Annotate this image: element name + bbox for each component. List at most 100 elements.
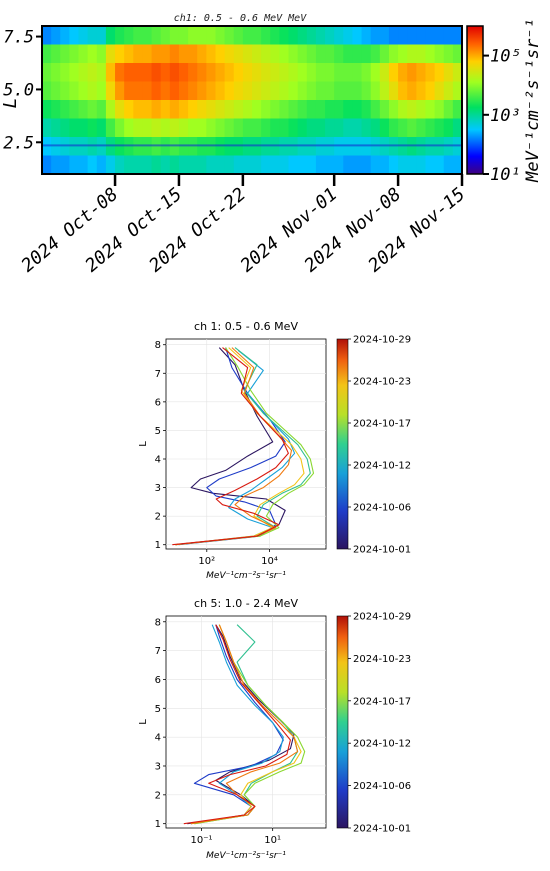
heatmap-cell: [261, 44, 271, 64]
y-tick-label: 1: [155, 819, 161, 830]
profile2-y-ticks: 1 2 3 4 5 6 7 8: [155, 617, 166, 830]
heatmap-cell: [452, 26, 463, 45]
heatmap-cell: [206, 137, 216, 156]
heatmap-cell: [197, 100, 207, 119]
heatmap-cell: [115, 63, 125, 82]
heatmap-cell: [407, 63, 417, 82]
heatmap-cell: [215, 26, 226, 45]
heatmap-cell: [233, 81, 244, 101]
heatmap-cell: [197, 81, 207, 101]
heatmap-cell: [151, 63, 162, 82]
heatmap-cell: [224, 81, 235, 101]
heatmap-cell: [352, 100, 363, 119]
heatmap-cell: [115, 155, 125, 175]
heatmap-cell: [343, 155, 353, 175]
heatmap-cell: [416, 137, 426, 156]
heatmap-y-ticks: 2.5 5.0 7.5: [3, 28, 42, 153]
heatmap-cell: [69, 81, 80, 101]
y-tick-label: 8: [155, 340, 161, 351]
heatmap-cell: [334, 26, 344, 45]
heatmap-cell: [115, 81, 125, 101]
heatmap-cell: [60, 81, 70, 101]
heatmap-cell: [151, 155, 162, 175]
heatmap-cell: [252, 100, 262, 119]
colorbar-tick-label: 2024-10-12: [353, 461, 411, 472]
heatmap-cell: [407, 100, 417, 119]
heatmap-cell: [425, 100, 436, 119]
heatmap-cell: [178, 81, 189, 101]
profile2-title: ch 5: 1.0 - 2.4 MeV: [194, 597, 298, 610]
heatmap-cell: [270, 118, 280, 138]
heatmap-cell: [370, 155, 381, 175]
heatmap-cell: [416, 81, 426, 101]
heatmap-cell: [279, 118, 290, 138]
heatmap-cell: [379, 63, 390, 82]
heatmap-cell: [379, 137, 390, 156]
heatmap-cell: [169, 118, 180, 138]
heatmap-cell: [51, 155, 61, 175]
heatmap-y-axis-label: L: [0, 98, 21, 109]
heatmap-cell: [105, 100, 116, 119]
heatmap-cell: [60, 63, 70, 82]
heatmap-cell: [178, 137, 189, 156]
heatmap-cell: [215, 100, 226, 119]
heatmap-cell: [96, 63, 107, 82]
heatmap-cell: [224, 100, 235, 119]
heatmap-cell: [124, 81, 134, 101]
heatmap-cell: [51, 137, 61, 156]
profile1-y-ticks: 1 2 3 4 5 6 7 8: [155, 340, 166, 551]
heatmap-cell: [87, 100, 98, 119]
heatmap-cell: [343, 26, 353, 45]
heatmap-cell: [78, 44, 89, 64]
heatmap-cell: [443, 81, 454, 101]
heatmap-cell: [105, 26, 116, 45]
heatmap-cell: [87, 44, 98, 64]
y-tick-label: 7: [155, 369, 161, 380]
y-tick-label: 4: [155, 733, 161, 744]
heatmap-cell: [416, 44, 426, 64]
heatmap-cell: [325, 118, 335, 138]
heatmap-cell: [297, 63, 308, 82]
heatmap-cell: [242, 63, 253, 82]
heatmap-cell: [188, 63, 198, 82]
heatmap-cell: [115, 100, 125, 119]
heatmap-cell: [160, 81, 171, 101]
heatmap-cells: [42, 26, 463, 175]
heatmap-cell: [105, 118, 116, 138]
heatmap-cell: [242, 155, 253, 175]
heatmap-cell: [224, 155, 235, 175]
profile1-x-ticks: 10² 10⁴: [198, 549, 278, 567]
profile1-y-axis-label: L: [138, 441, 149, 447]
heatmap-cell: [279, 63, 290, 82]
heatmap-cell: [160, 137, 171, 156]
heatmap-cell: [233, 44, 244, 64]
heatmap-cell: [379, 26, 390, 45]
y-tick-label: 6: [155, 675, 161, 686]
heatmap-colorbar: [466, 25, 484, 175]
heatmap-cell: [315, 44, 326, 64]
heatmap-cell: [398, 44, 408, 64]
heatmap-cell: [443, 100, 454, 119]
heatmap-cell: [443, 44, 454, 64]
heatmap-colorbar-label: MeV⁻¹cm⁻²s⁻¹sr⁻¹: [523, 18, 543, 183]
heatmap-cell: [270, 81, 280, 101]
profile1-title: ch 1: 0.5 - 0.6 MeV: [194, 320, 298, 333]
heatmap-cell: [133, 155, 143, 175]
heatmap-cell: [51, 81, 61, 101]
heatmap-cell: [151, 100, 162, 119]
heatmap-cell: [279, 155, 290, 175]
heatmap-cell: [115, 137, 125, 156]
profile-line: [175, 347, 315, 546]
heatmap-cell: [452, 118, 463, 138]
heatmap-cell: [370, 44, 381, 64]
heatmap-cell: [270, 100, 280, 119]
heatmap-cell: [261, 155, 271, 175]
heatmap-cell: [379, 100, 390, 119]
heatmap-cell: [334, 118, 344, 138]
heatmap-cell: [42, 118, 52, 138]
heatmap-y-tick-label: 5.0: [3, 80, 34, 100]
heatmap-cell: [325, 26, 335, 45]
heatmap-cell: [160, 100, 171, 119]
heatmap-cell: [443, 118, 454, 138]
